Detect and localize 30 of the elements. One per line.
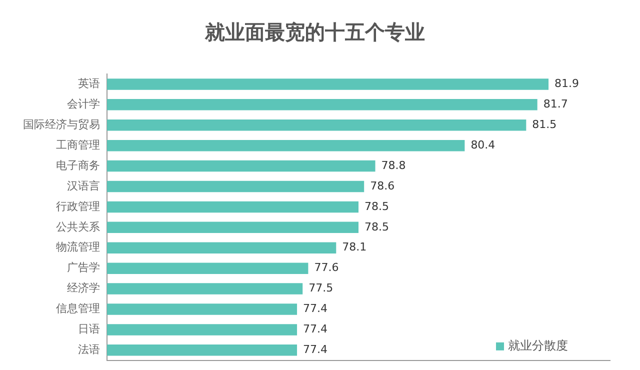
data-label: 81.9 xyxy=(554,77,580,90)
y-tick-label: 会计学 xyxy=(67,98,100,111)
y-tick-label: 物流管理 xyxy=(56,240,100,254)
y-tick-label: 公共关系 xyxy=(56,220,100,234)
y-tick-label: 日语 xyxy=(78,322,100,336)
y-tick-label: 电子商务 xyxy=(56,158,100,172)
y-tick-label: 汉语言 xyxy=(67,179,100,192)
data-label: 78.6 xyxy=(370,179,395,192)
data-label: 77.5 xyxy=(308,282,334,295)
chart-title: 就业面最宽的十五个专业 xyxy=(204,20,425,44)
data-label: 78.8 xyxy=(381,158,406,172)
y-tick-label: 工商管理 xyxy=(56,138,100,152)
data-label: 78.1 xyxy=(342,240,367,254)
data-label: 77.4 xyxy=(303,302,328,316)
y-tick-label: 行政管理 xyxy=(56,200,100,213)
legend-label: 就业分散度 xyxy=(508,338,568,353)
data-label: 77.4 xyxy=(303,343,328,356)
y-tick-label: 信息管理 xyxy=(56,302,100,316)
data-label: 81.5 xyxy=(532,118,557,131)
y-tick-label: 法语 xyxy=(78,343,100,356)
data-label: 77.4 xyxy=(303,322,328,336)
data-label: 80.4 xyxy=(470,138,496,152)
y-tick-label: 英语 xyxy=(78,77,100,90)
data-label: 78.5 xyxy=(364,200,389,213)
data-label: 81.7 xyxy=(543,98,568,111)
y-tick-label: 广告学 xyxy=(67,261,100,274)
data-label: 77.6 xyxy=(314,261,339,274)
y-tick-label: 国际经济与贸易 xyxy=(23,118,100,131)
y-tick-label: 经济学 xyxy=(67,282,100,295)
data-label: 78.5 xyxy=(364,220,389,234)
